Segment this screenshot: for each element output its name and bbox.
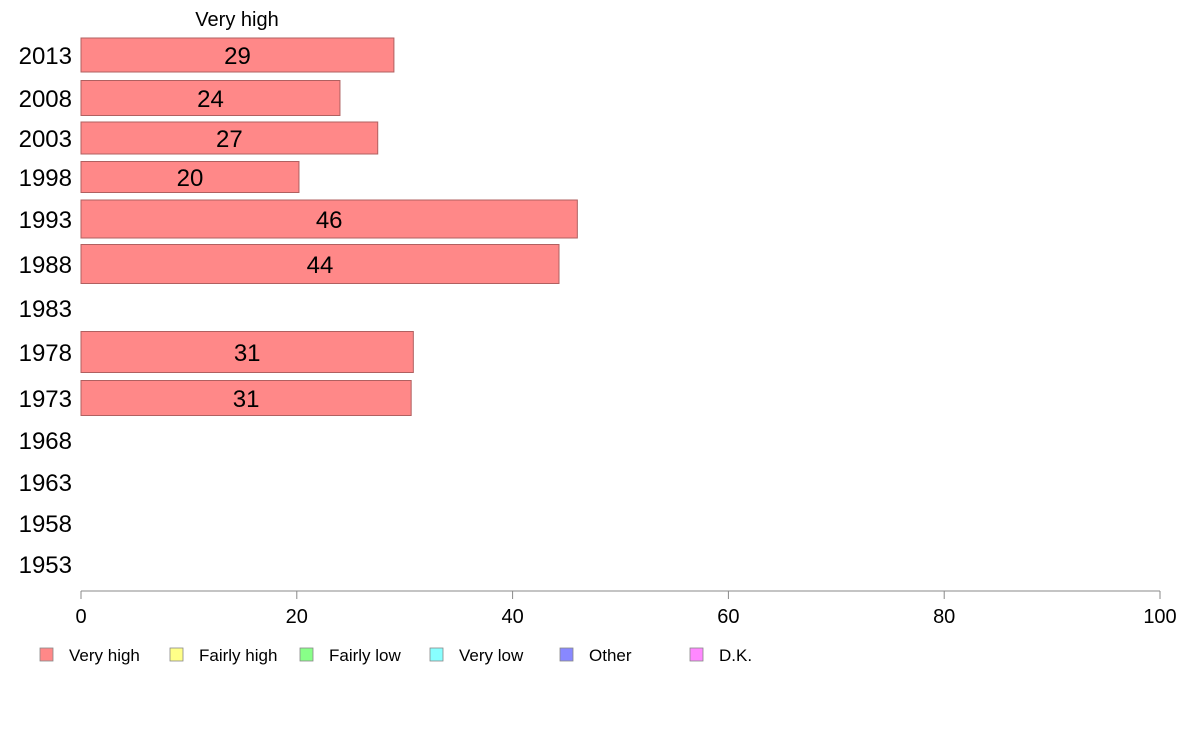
category-label: 1973 [19,386,72,413]
legend-swatch [559,647,574,662]
category-label: 1953 [19,552,72,579]
x-tick-label: 20 [286,606,308,628]
bar [80,331,414,373]
legend-label: Fairly high [199,646,277,665]
bar-value-label: 44 [307,252,334,279]
x-tick-label: 0 [75,606,86,628]
category-label: 1983 [19,296,72,323]
bar [80,380,412,416]
bar-value-label: 20 [177,165,204,192]
bar [80,244,560,284]
legend-label: Very low [459,646,524,665]
legend-swatch [169,647,184,662]
x-tick-label: 100 [1143,606,1176,628]
legend: Very high Fairly high Fairly low Very low Ot… [39,646,752,665]
bar-value-label: 46 [316,207,343,234]
category-label: 1963 [19,470,72,497]
bar-value-label: 31 [233,386,260,413]
bar-value-label: 29 [224,43,251,70]
bar [80,161,300,193]
bar-value-label: 31 [234,340,261,367]
bar-value-label: 27 [216,126,243,153]
legend-swatch [429,647,444,662]
x-axis: 0 20 40 60 80 100 [75,590,1177,628]
bars [80,37,578,416]
category-label: 2013 [19,43,72,70]
category-labels: 2013 2008 2003 1998 1993 1988 1983 1978 1973 1968… [19,43,72,579]
legend-label: D.K. [719,646,752,665]
category-label: 1978 [19,340,72,367]
category-label: 2003 [19,126,72,153]
series-title: Very high [195,9,278,31]
category-label: 2008 [19,86,72,113]
legend-label: Very high [69,646,140,665]
category-label: 1998 [19,165,72,192]
x-tick-label: 80 [933,606,955,628]
bar-value-label: 24 [197,86,224,113]
category-label: 1993 [19,207,72,234]
bar [80,80,341,116]
bar [80,37,395,73]
legend-swatch [39,647,54,662]
category-label: 1958 [19,511,72,538]
legend-swatch [689,647,704,662]
category-label: 1988 [19,252,72,279]
x-tick-label: 40 [501,606,523,628]
category-label: 1968 [19,428,72,455]
legend-label: Other [589,646,632,665]
bar [80,121,379,155]
bar [80,199,578,239]
legend-swatch [299,647,314,662]
legend-label: Fairly low [329,646,402,665]
x-tick-label: 60 [717,606,739,628]
